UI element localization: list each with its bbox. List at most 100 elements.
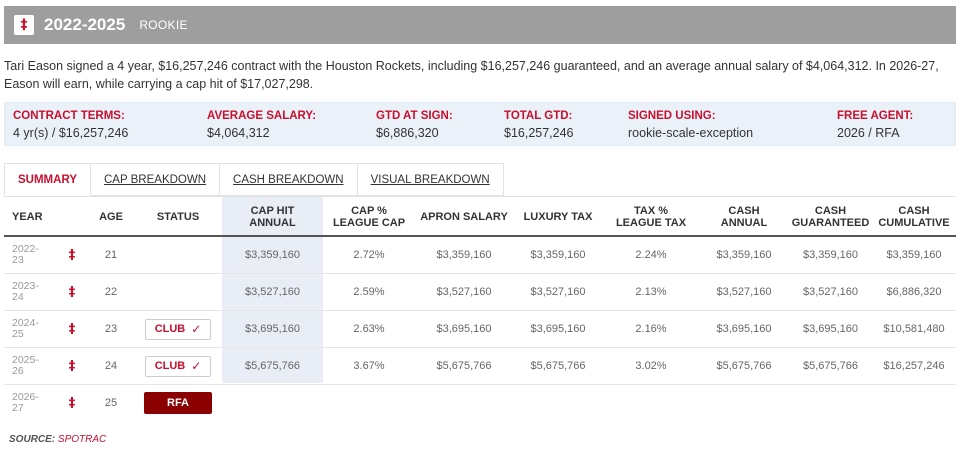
header-line-1: CASH xyxy=(814,204,847,217)
col-year-header: YEAR xyxy=(12,197,72,236)
age-cell: 23 xyxy=(104,323,118,335)
cap-pct-cell: 2.63% xyxy=(353,323,385,335)
header-line-1: CAP % xyxy=(351,204,387,217)
cash-cumulative-cell: $6,886,320 xyxy=(886,286,942,298)
season-start: 2023- xyxy=(12,280,39,292)
status-label: CLUB xyxy=(154,323,186,335)
col-status-header: STATUS xyxy=(138,197,218,236)
contract-table: YEAR AGE STATUS CAP HIT ANNUAL CAP % LEAGUE CA… xyxy=(4,196,956,422)
col-cap-pct-header: CAP % LEAGUE CAP xyxy=(323,197,415,236)
age-cell: 21 xyxy=(104,249,118,261)
table-row: 2023- 24 ‡ 22 $3,527,160 2.59% $3,527,160 $3,52… xyxy=(4,274,956,311)
header-line-2: ANNUAL xyxy=(720,216,768,229)
header-line-2: GUARANTEED xyxy=(791,216,870,229)
contract-terms-bar: CONTRACT TERMS: 4 yr(s) / $16,257,246 AV… xyxy=(4,102,956,146)
status-cell: RFA xyxy=(138,385,218,421)
cap-pct-cell xyxy=(323,385,415,421)
tab-visual-breakdown[interactable]: VISUAL BREAKDOWN xyxy=(357,163,504,196)
cap-hit-cell: $5,675,766 xyxy=(244,360,301,372)
tax-pct-cell: 3.02% xyxy=(635,360,667,372)
term-value: 4 yr(s) / $16,257,246 xyxy=(13,126,129,140)
season-end: 25 xyxy=(12,328,24,340)
header-line-1: TAX % xyxy=(633,204,668,217)
cash-cumulative-cell: $10,581,480 xyxy=(883,323,945,335)
status-cell: CLUB ✓ xyxy=(138,348,218,384)
source-link[interactable]: SPOTRAC xyxy=(57,434,107,445)
header-line-2: CUMULATIVE xyxy=(878,216,950,229)
season-cell: 2022- 23 xyxy=(12,237,52,273)
col-cap-hit-header: CAP HIT ANNUAL xyxy=(222,197,323,236)
season-cell: 2025- 26 xyxy=(12,348,52,384)
rockets-logo: ‡ xyxy=(14,15,34,35)
status-cell xyxy=(138,237,218,273)
cash-annual-cell: $3,527,160 xyxy=(716,286,772,298)
cap-pct-cell: 2.59% xyxy=(353,286,385,298)
col-tax-pct-header: TAX % LEAGUE TAX xyxy=(603,197,699,236)
rockets-icon: ‡ xyxy=(68,247,76,263)
status-cell: CLUB ✓ xyxy=(138,311,218,347)
tax-pct-cell: 2.13% xyxy=(635,286,667,298)
header-line-2: LEAGUE CAP xyxy=(332,216,406,229)
term-contract-terms: CONTRACT TERMS: 4 yr(s) / $16,257,246 xyxy=(13,110,128,140)
col-cash-annual-header: CASH ANNUAL xyxy=(699,197,789,236)
check-icon: ✓ xyxy=(191,359,202,373)
term-label: SIGNED USING: xyxy=(628,110,716,122)
source-note: SOURCE: SPOTRAC xyxy=(9,434,106,445)
header-line-1: CAP HIT xyxy=(250,204,295,217)
season-end: 27 xyxy=(12,402,24,414)
age-cell: 22 xyxy=(104,286,118,298)
cap-pct-cell: 2.72% xyxy=(353,249,385,261)
cap-hit-cell xyxy=(222,385,323,421)
season-cell: 2026- 27 xyxy=(12,385,52,421)
tab-summary[interactable]: SUMMARY xyxy=(4,163,91,196)
rfa-badge[interactable]: RFA xyxy=(144,392,212,414)
contract-header: ‡ 2022-2025 ROOKIE xyxy=(4,6,956,44)
cap-hit-cell: $3,359,160 xyxy=(244,249,301,261)
season-end: 23 xyxy=(12,254,24,266)
apron-salary-cell: $3,359,160 xyxy=(436,249,492,261)
team-logo-cell: ‡ xyxy=(60,348,84,384)
header-line-1: APRON SALARY xyxy=(420,210,508,223)
team-logo-cell: ‡ xyxy=(60,237,84,273)
apron-salary-cell xyxy=(415,385,513,421)
cap-hit-cell: $3,527,160 xyxy=(244,286,301,298)
table-row: 2026- 27 ‡ 25 RFA xyxy=(4,385,956,422)
cash-guaranteed-cell: $3,695,160 xyxy=(802,323,859,335)
club-option-badge[interactable]: CLUB ✓ xyxy=(145,318,211,340)
rockets-logo-icon: ‡ xyxy=(20,17,28,33)
season-start: 2024- xyxy=(12,317,39,329)
club-option-badge[interactable]: CLUB ✓ xyxy=(145,355,211,377)
team-logo-cell: ‡ xyxy=(60,385,84,421)
header-line-1: CASH xyxy=(898,204,930,217)
apron-salary-cell: $5,675,766 xyxy=(436,360,492,372)
cap-hit-cell: $3,695,160 xyxy=(244,323,301,335)
season-cell: 2024- 25 xyxy=(12,311,52,347)
header-line-2: LEAGUE TAX xyxy=(615,216,687,229)
header-line-1: CASH xyxy=(728,204,760,217)
term-value: 2026 / RFA xyxy=(837,126,900,140)
header-line-1: LUXURY TAX xyxy=(523,210,593,223)
table-row: 2022- 23 ‡ 21 $3,359,160 2.72% $3,359,160 $3,35… xyxy=(4,237,956,274)
term-total-gtd: TOTAL GTD: $16,257,246 xyxy=(504,110,574,140)
term-signed-using: SIGNED USING: rookie-scale-exception xyxy=(628,110,753,140)
season-cell: 2023- 24 xyxy=(12,274,52,310)
col-cash-cumulative-header: CASH CUMULATIVE xyxy=(872,197,956,236)
term-label: AVERAGE SALARY: xyxy=(207,110,317,122)
season-start: 2025- xyxy=(12,354,39,366)
col-cash-guaranteed-header: CASH GUARANTEED xyxy=(789,197,872,236)
source-label: SOURCE: xyxy=(9,434,56,445)
col-luxury-tax-header: LUXURY TAX xyxy=(513,197,603,236)
tab-cap-breakdown[interactable]: CAP BREAKDOWN xyxy=(91,163,221,196)
cap-pct-cell: 3.67% xyxy=(353,360,385,372)
cash-cumulative-cell xyxy=(872,385,956,421)
term-gtd-at-sign: GTD AT SIGN: $6,886,320 xyxy=(376,110,453,140)
season-end: 26 xyxy=(12,365,24,377)
col-age-header: AGE xyxy=(86,197,136,236)
cash-annual-cell xyxy=(699,385,789,421)
tax-pct-cell: 2.24% xyxy=(635,249,667,261)
team-logo-cell: ‡ xyxy=(60,311,84,347)
tab-cash-breakdown[interactable]: CASH BREAKDOWN xyxy=(220,163,358,196)
rockets-icon: ‡ xyxy=(68,321,76,337)
rockets-icon: ‡ xyxy=(68,284,76,300)
cash-guaranteed-cell: $3,527,160 xyxy=(802,286,859,298)
